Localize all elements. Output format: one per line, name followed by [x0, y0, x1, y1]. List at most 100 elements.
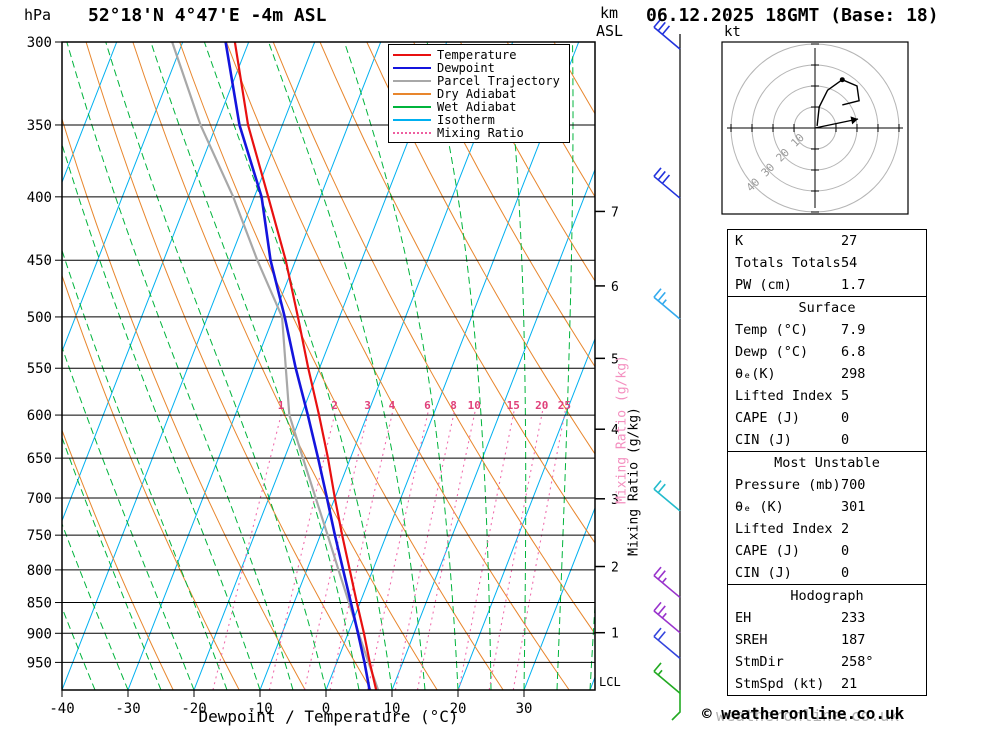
stat-value: 2	[841, 521, 850, 537]
stats-section-header: Surface	[798, 300, 856, 316]
temp-tick-label: -20	[181, 701, 206, 717]
wind-barb	[653, 601, 681, 634]
stat-label: PW (cm)	[735, 277, 792, 293]
legend-item-label: Dewpoint	[437, 60, 495, 75]
stats-row: SREH 187	[728, 629, 926, 651]
legend-line-sample	[393, 131, 431, 134]
stats-row: EH 233	[728, 607, 926, 629]
legend-item-label: Dry Adiabat	[437, 86, 517, 101]
stat-label: SREH	[735, 632, 768, 648]
mixing-ratio-value-label: 4	[389, 399, 396, 412]
stat-label: Dewp (°C)	[735, 344, 809, 360]
stat-label: θₑ (K)	[735, 499, 784, 515]
datetime-title: 06.12.2025 18GMT (Base: 18)	[646, 5, 939, 26]
stats-row: CAPE (J) 0	[728, 407, 926, 429]
legend-line-sample	[393, 53, 431, 56]
wind-barb	[653, 480, 681, 512]
legend-item: Mixing Ratio	[393, 125, 569, 140]
stats-section: Surface Temp (°C) 7.9 Dewp (°C) 6.8 θₑ(K) 298 L…	[728, 297, 926, 452]
stats-row: PW (cm) 1.7	[728, 274, 926, 296]
stats-section-header: Most Unstable	[774, 455, 880, 471]
mixing-ratio-value-label: 25	[558, 399, 571, 412]
legend-item: Isotherm	[393, 113, 569, 127]
wet-adiabat-line	[150, 42, 360, 690]
legend-item-label: Temperature	[437, 47, 517, 62]
stat-label: Totals Totals	[735, 255, 841, 271]
temp-tick-label: 20	[450, 701, 467, 717]
hodograph-trace-marker	[839, 77, 845, 83]
stat-label: CAPE (J)	[735, 543, 801, 559]
stat-label: EH	[735, 610, 752, 626]
legend-line-sample	[393, 66, 431, 69]
mixing-ratio-value-label: 15	[507, 399, 520, 412]
stats-row: CAPE (J) 0	[728, 540, 926, 562]
mixing-ratio-value-label: 2	[331, 399, 338, 412]
stats-table: K 27 Totals Totals 54 PW (cm) 1.7 Surface Temp …	[727, 229, 927, 696]
altitude-unit-asl-label: ASL	[596, 22, 624, 40]
pressure-tick-label: 700	[27, 491, 52, 507]
legend-item: Wet Adiabat	[393, 99, 569, 114]
pressure-tick-label: 750	[27, 528, 52, 544]
isotherm-line	[127, 42, 382, 690]
hodograph-unit-label: kt	[724, 24, 741, 40]
stats-section: K 27 Totals Totals 54 PW (cm) 1.7	[728, 230, 926, 297]
wind-barb	[653, 566, 681, 599]
pressure-tick-label: 950	[27, 655, 52, 671]
isotherm-line	[193, 42, 448, 690]
legend-item-label: Mixing Ratio	[437, 125, 524, 140]
station-title: 52°18'N 4°47'E -4m ASL	[88, 5, 327, 26]
km-tick-label: 6	[611, 280, 619, 295]
isotherm-line	[62, 42, 184, 353]
mixing-ratio-value-label: 6	[424, 399, 431, 412]
stat-label: Lifted Index	[735, 388, 833, 404]
pressure-tick-label: 500	[27, 310, 52, 326]
stat-value: 187	[841, 632, 866, 648]
isotherm-line	[325, 42, 580, 690]
stat-value: 0	[841, 432, 850, 448]
isotherm-line	[62, 42, 250, 523]
stats-row: CIN (J) 0	[728, 562, 926, 584]
stat-value: 301	[841, 499, 866, 515]
stat-value: 700	[841, 477, 866, 493]
pressure-tick-label: 650	[27, 451, 52, 467]
wet-adiabat-line	[62, 436, 162, 690]
temp-tick-label: 0	[322, 701, 330, 717]
mixing-ratio-value-label: 20	[535, 399, 548, 412]
wet-adiabat-line	[66, 42, 294, 690]
temp-tick-label: -10	[247, 701, 272, 717]
x-axis-label: Dewpoint / Temperature (°C)	[198, 707, 459, 726]
wet-adiabat-line	[589, 597, 595, 690]
stat-label: CIN (J)	[735, 565, 792, 581]
wind-barb	[653, 662, 681, 694]
stat-value: 7.9	[841, 322, 866, 338]
stats-row: StmDir 258°	[728, 651, 926, 673]
km-tick-label: 4	[611, 423, 619, 438]
lcl-label: LCL	[599, 675, 621, 689]
isotherm-line	[457, 337, 595, 690]
stat-label: StmDir	[735, 654, 784, 670]
stats-row: Lifted Index 5	[728, 385, 926, 407]
stat-value: 1.7	[841, 277, 866, 293]
wind-barb	[653, 627, 681, 660]
legend-line-sample	[393, 92, 431, 95]
isotherm-line	[62, 42, 118, 184]
wind-barb	[653, 18, 681, 50]
stat-value: 54	[841, 255, 858, 271]
pressure-tick-label: 300	[27, 35, 52, 51]
pressure-tick-label: 350	[27, 118, 52, 134]
legend-item: Temperature	[393, 47, 569, 62]
plot-border	[61, 41, 596, 691]
mixing-ratio-line	[394, 410, 456, 690]
stat-label: Lifted Index	[735, 521, 833, 537]
stat-value: 6.8	[841, 344, 866, 360]
stat-label: θₑ(K)	[735, 366, 776, 382]
storm-motion-arrow-head	[850, 116, 859, 125]
stats-section: Most Unstable Pressure (mb) 700 θₑ (K) 301 Li…	[728, 452, 926, 585]
temp-tick-label: 30	[516, 701, 533, 717]
mixing-ratio-value-label: 1	[278, 399, 285, 412]
stat-label: CAPE (J)	[735, 410, 801, 426]
legend-item-label: Wet Adiabat	[437, 99, 517, 114]
wet-adiabat-line	[62, 345, 195, 690]
legend-item: Dewpoint	[393, 60, 569, 75]
legend-line-sample	[393, 105, 431, 108]
